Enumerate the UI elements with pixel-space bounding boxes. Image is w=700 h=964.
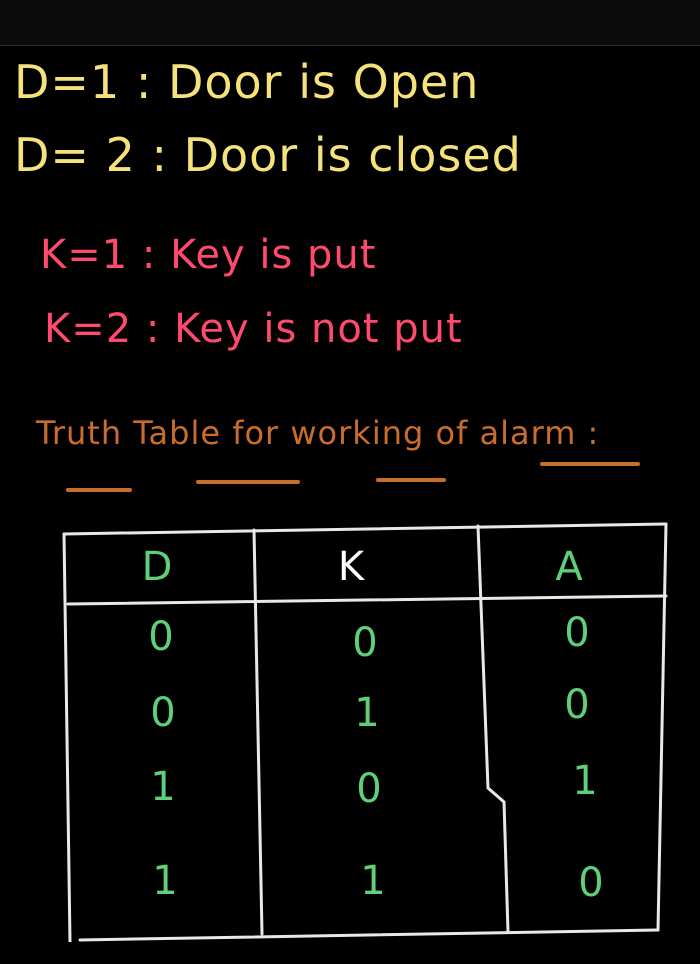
grid-column-divider-2 xyxy=(476,524,510,934)
cell-r1-k: 0 xyxy=(352,620,378,666)
grid-top-border xyxy=(62,522,668,536)
cell-r1-a: 0 xyxy=(564,610,590,656)
table-grid-lines xyxy=(62,522,668,942)
definition-key-put: K=1 : Key is put xyxy=(40,232,377,278)
cell-r2-d: 0 xyxy=(150,690,176,736)
header-k: K xyxy=(337,544,365,590)
top-bar xyxy=(0,0,700,46)
cell-r4-a: 0 xyxy=(578,860,604,906)
truth-table: D K A 0 0 0 0 1 0 1 0 1 1 1 0 xyxy=(62,522,668,942)
cell-r2-k: 1 xyxy=(354,690,380,736)
grid-column-divider-1 xyxy=(252,528,264,936)
cell-r4-k: 1 xyxy=(360,858,386,904)
definition-door-open: D=1 : Door is Open xyxy=(14,55,480,109)
cell-r3-d: 1 xyxy=(150,764,176,810)
cell-r3-k: 0 xyxy=(356,766,382,812)
grid-bottom-border xyxy=(78,928,660,942)
heading-underline-for xyxy=(196,480,300,484)
grid-header-divider xyxy=(66,594,668,606)
truth-table-heading: Truth Table for working of alarm : xyxy=(36,414,600,452)
grid-right-border xyxy=(656,522,668,932)
heading-underline-truth xyxy=(66,488,132,492)
header-a: A xyxy=(555,544,583,590)
heading-underline-alarm xyxy=(540,462,640,466)
grid-left-border xyxy=(62,532,72,942)
cell-r3-a: 1 xyxy=(572,758,598,804)
cell-r4-d: 1 xyxy=(152,858,178,904)
heading-underline-working xyxy=(376,478,446,482)
definition-door-closed: D= 2 : Door is closed xyxy=(14,128,522,182)
header-d: D xyxy=(141,544,173,590)
cell-r1-d: 0 xyxy=(148,614,174,660)
definition-key-not-put: K=2 : Key is not put xyxy=(44,306,463,352)
cell-r2-a: 0 xyxy=(564,682,590,728)
